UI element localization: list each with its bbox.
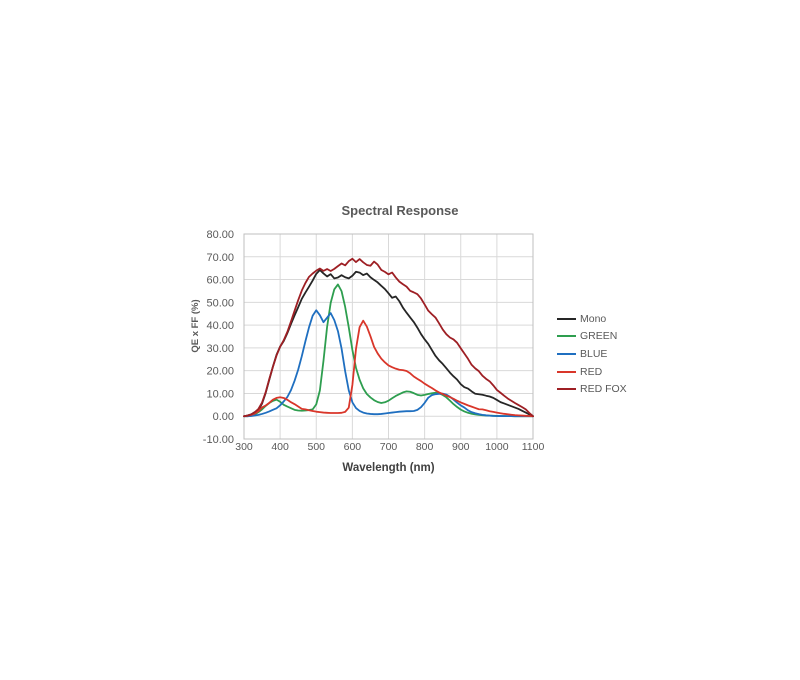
svg-text:20.00: 20.00 (206, 366, 234, 378)
svg-text:500: 500 (307, 441, 325, 453)
svg-text:40.00: 40.00 (206, 320, 234, 332)
svg-text:30.00: 30.00 (206, 343, 234, 355)
svg-text:400: 400 (271, 441, 289, 453)
svg-text:50.00: 50.00 (206, 297, 234, 309)
svg-text:60.00: 60.00 (206, 275, 234, 287)
svg-text:700: 700 (380, 441, 398, 453)
svg-text:800: 800 (416, 441, 434, 453)
svg-text:900: 900 (452, 441, 470, 453)
svg-text:80.00: 80.00 (206, 229, 234, 241)
svg-text:600: 600 (344, 441, 362, 453)
svg-text:10.00: 10.00 (206, 388, 234, 400)
svg-text:1000: 1000 (485, 441, 509, 453)
svg-text:-10.00: -10.00 (203, 434, 234, 446)
svg-text:0.00: 0.00 (213, 411, 234, 423)
svg-text:1100: 1100 (522, 441, 545, 453)
svg-text:300: 300 (235, 441, 253, 453)
svg-text:70.00: 70.00 (206, 252, 234, 264)
